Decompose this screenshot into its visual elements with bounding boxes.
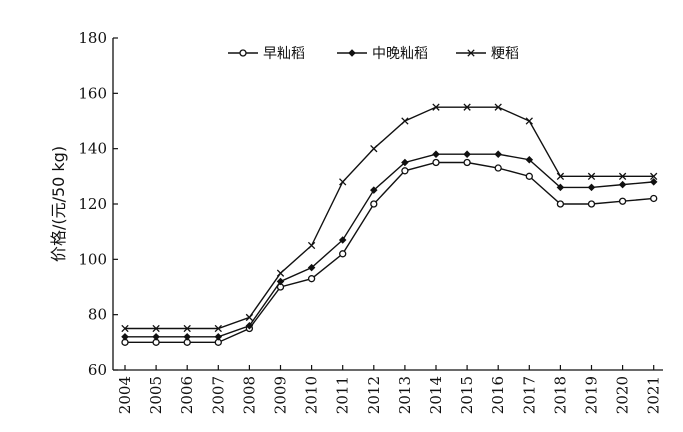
data-point-1-2021 (650, 194, 658, 203)
series-line-2 (125, 153, 654, 338)
data-point-1-2013 (401, 167, 409, 175)
data-point-3-2016 (494, 103, 502, 111)
data-point-1-2020 (618, 197, 627, 205)
data-point-3-2021 (650, 172, 658, 180)
data-point-2-2009 (276, 277, 285, 286)
data-point-3-2005 (152, 324, 160, 333)
data-point-3-2008 (245, 313, 254, 322)
x-tick-label-2021: 2021 (645, 376, 663, 414)
data-point-2-2014 (432, 150, 440, 158)
x-tick-label-2016: 2016 (489, 376, 507, 414)
y-tick-label-80: 80 (88, 306, 107, 324)
legend-marker-3 (467, 49, 475, 57)
data-point-2-2020 (618, 180, 627, 189)
data-point-3-2014 (432, 103, 440, 111)
data-point-2-2004 (121, 333, 129, 341)
data-point-2-2007 (214, 333, 223, 341)
data-point-2-2010 (307, 263, 316, 272)
data-point-3-2020 (618, 172, 627, 180)
data-point-1-2011 (339, 250, 347, 258)
legend-label-1: 早籼稻 (263, 46, 305, 62)
data-point-3-2010 (307, 241, 316, 250)
x-tick-label-2012: 2012 (365, 376, 383, 414)
y-tick-label-60: 60 (88, 361, 107, 379)
legend-item-2: 中晚籼稻 (337, 46, 428, 62)
data-point-3-2007 (214, 324, 222, 333)
x-tick-label-2006: 2006 (178, 376, 196, 414)
series-line-1 (125, 161, 654, 344)
data-point-1-2015 (463, 158, 471, 167)
data-point-2-2005 (152, 333, 160, 341)
x-tick-label-2018: 2018 (551, 376, 569, 414)
data-point-1-2014 (432, 158, 440, 167)
y-axis-ticks: 60 80 100 120 140 160 180 (78, 29, 118, 379)
x-tick-label-2017: 2017 (520, 376, 538, 414)
series-group (121, 103, 658, 346)
y-tick-label-180: 180 (78, 29, 107, 47)
y-tick-label-160: 160 (78, 84, 107, 102)
legend-item-3: 粳稻 (456, 46, 519, 62)
data-point-3-2019 (587, 172, 596, 180)
series-line-3 (125, 106, 654, 330)
data-point-3-2015 (463, 103, 471, 111)
data-point-2-2011 (338, 236, 347, 244)
data-point-3-2006 (183, 324, 191, 333)
y-tick-label-100: 100 (78, 250, 107, 268)
x-tick-label-2007: 2007 (209, 376, 227, 414)
legend-marker-1 (239, 49, 247, 57)
series-2 (121, 150, 658, 341)
data-point-3-2017 (525, 117, 533, 125)
x-tick-label-2019: 2019 (583, 376, 601, 414)
y-axis-title: 价格/(元/50 kg) (49, 146, 68, 262)
data-point-2-2021 (649, 178, 658, 186)
y-tick-label-120: 120 (78, 195, 107, 213)
data-point-3-2009 (276, 269, 285, 277)
data-point-3-2013 (401, 117, 409, 125)
x-tick-label-2020: 2020 (614, 376, 632, 414)
data-point-2-2013 (401, 158, 409, 167)
x-tick-label-2004: 2004 (116, 376, 134, 414)
series-3 (121, 103, 658, 333)
x-tick-label-2010: 2010 (303, 376, 321, 414)
data-point-1-2012 (370, 200, 378, 208)
data-point-1-2017 (525, 172, 533, 180)
x-tick-label-2014: 2014 (427, 376, 445, 414)
x-tick-label-2008: 2008 (240, 376, 258, 414)
data-point-2-2017 (525, 155, 534, 164)
y-tick-label-140: 140 (78, 140, 107, 158)
x-tick-label-2005: 2005 (147, 376, 165, 414)
data-point-2-2016 (494, 150, 502, 158)
legend-label-2: 中晚籼稻 (372, 46, 428, 62)
data-point-2-2019 (587, 183, 596, 192)
x-tick-label-2011: 2011 (334, 376, 352, 414)
data-point-2-2015 (463, 150, 471, 158)
x-tick-label-2015: 2015 (458, 376, 476, 414)
x-axis-ticks: 2004 2005 2006 2007 2008 2009 2010 2011 2012 2013… (116, 365, 663, 414)
data-point-1-2016 (494, 164, 502, 172)
data-point-3-2004 (121, 324, 129, 333)
data-point-1-2010 (307, 275, 316, 283)
data-point-1-2019 (587, 200, 596, 208)
legend: 早籼稻 中晚籼稻 粳稻 (228, 46, 519, 62)
data-point-2-2008 (245, 321, 254, 330)
legend-marker-2 (348, 49, 356, 57)
data-point-2-2018 (556, 183, 565, 192)
data-point-2-2006 (183, 333, 191, 341)
data-point-2-2012 (370, 186, 378, 194)
data-point-3-2012 (370, 145, 378, 153)
series-1 (121, 158, 658, 346)
x-tick-label-2013: 2013 (396, 376, 414, 414)
legend-item-1: 早籼稻 (228, 46, 305, 62)
data-point-1-2018 (556, 200, 565, 208)
legend-label-3: 粳稻 (491, 46, 519, 62)
x-tick-label-2009: 2009 (272, 376, 290, 414)
data-point-3-2011 (339, 178, 347, 186)
data-point-3-2018 (556, 172, 565, 180)
